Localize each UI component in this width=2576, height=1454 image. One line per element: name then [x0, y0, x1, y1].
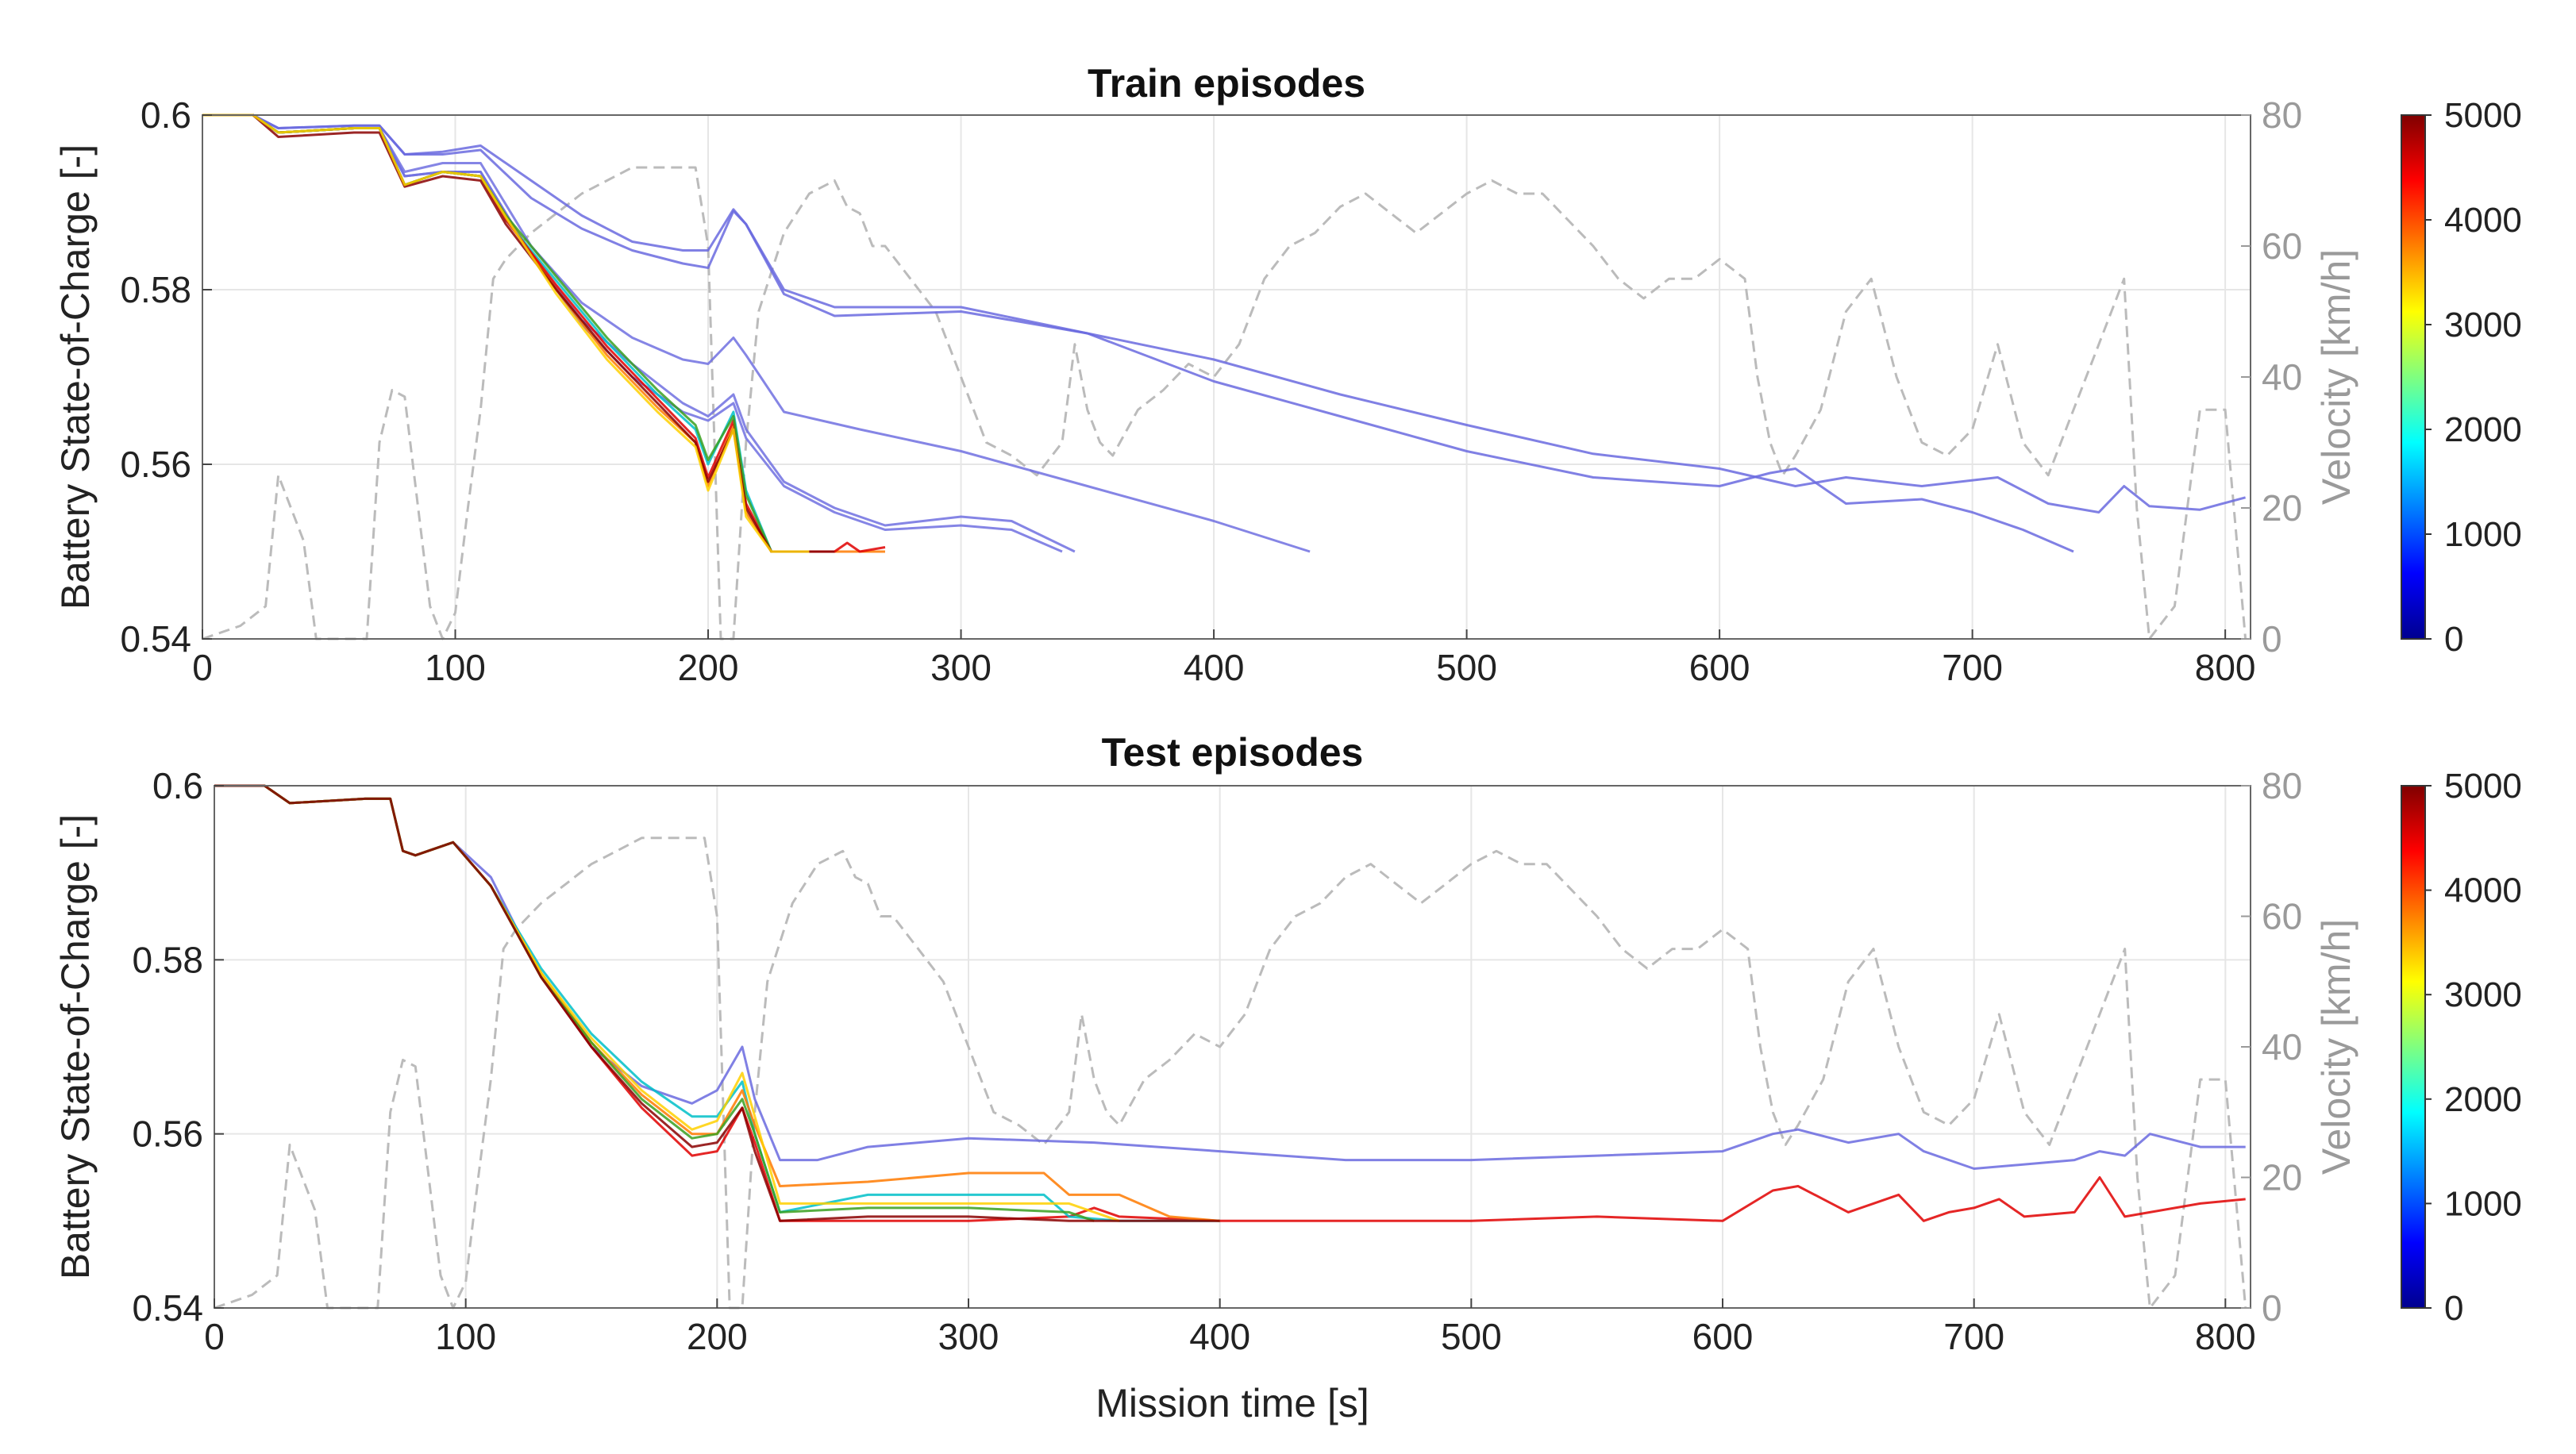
x-tick-label: 300 [930, 647, 992, 688]
y-right-axis-label: Velocity [km/h] [2314, 249, 2358, 505]
x-tick-label: 800 [2195, 1316, 2256, 1357]
plot-area [214, 786, 2251, 1308]
y-tick-label: 0.54 [120, 618, 191, 660]
colorbar: 0 1000 2000 3000 4000 5000 [2401, 96, 2522, 659]
y-tick-label: 0.54 [132, 1287, 203, 1329]
x-tick-label: 800 [2195, 647, 2256, 688]
colorbar-gradient [2401, 114, 2426, 640]
y-right-tick-label: 20 [2262, 1157, 2302, 1198]
x-tick-label: 300 [938, 1316, 999, 1357]
test-episodes-panel: 0 100 200 300 400 500 600 700 8000.540.560.580.6… [53, 730, 2522, 1425]
soc-line-soc-high-1 [202, 113, 2246, 514]
y-right-tick-label: 60 [2262, 225, 2302, 267]
colorbar-tick-label: 4000 [2444, 871, 2522, 910]
soc-line-soc-conv-6 [202, 113, 810, 553]
x-tick-label: 100 [425, 647, 486, 688]
y-right-axis-label: Velocity [km/h] [2314, 919, 2358, 1175]
y-tick-label: 0.56 [120, 444, 191, 485]
colorbar-gradient [2401, 785, 2426, 1309]
x-tick-label: 200 [687, 1316, 748, 1357]
colorbar-tick-label: 0 [2444, 1289, 2463, 1328]
x-tick-label: 200 [678, 647, 739, 688]
x-tick-label: 400 [1184, 647, 1245, 688]
x-tick-label: 0 [192, 647, 213, 688]
chart-title: Train episodes [1088, 61, 1365, 106]
x-tick-label: 0 [204, 1316, 225, 1357]
series-group [202, 113, 2247, 640]
soc-line-soc-test-6 [214, 784, 1220, 1222]
colorbar-tick-label: 3000 [2444, 975, 2522, 1014]
series-group [214, 784, 2247, 1310]
y-tick-label: 0.6 [141, 94, 191, 136]
y-right-tick-label: 40 [2262, 356, 2302, 398]
y-right-tick-label: 0 [2262, 1287, 2282, 1329]
x-axis-label: Mission time [s] [1095, 1381, 1369, 1425]
colorbar: 0 1000 2000 3000 4000 5000 [2401, 767, 2522, 1328]
colorbar-tick-label: 3000 [2444, 306, 2522, 344]
y-right-tick-label: 20 [2262, 487, 2302, 529]
y-tick-label: 0.58 [132, 939, 203, 980]
plot-area [202, 115, 2251, 639]
colorbar-tick-label: 1000 [2444, 1184, 2522, 1223]
x-tick-label: 500 [1436, 647, 1497, 688]
colorbar-tick-label: 2000 [2444, 410, 2522, 449]
soc-line-soc-high-2 [202, 113, 2074, 553]
y-right-tick-label: 60 [2262, 896, 2302, 937]
colorbar-tick-label: 5000 [2444, 767, 2522, 806]
y-tick-label: 0.56 [132, 1114, 203, 1155]
y-right-tick-label: 80 [2262, 765, 2302, 806]
colorbar-tick-label: 4000 [2444, 201, 2522, 240]
x-tick-label: 700 [1942, 647, 2003, 688]
x-tick-label: 500 [1441, 1316, 1502, 1357]
chart-title: Test episodes [1102, 730, 1364, 775]
colorbar-tick-label: 1000 [2444, 515, 2522, 554]
x-tick-label: 600 [1692, 1316, 1754, 1357]
y-axis-label: Battery State-of-Charge [-] [53, 144, 98, 610]
y-right-tick-label: 80 [2262, 94, 2302, 136]
x-tick-label: 100 [435, 1316, 496, 1357]
colorbar-tick-label: 5000 [2444, 96, 2522, 135]
y-right-tick-label: 0 [2262, 618, 2282, 660]
y-tick-label: 0.58 [120, 269, 191, 310]
velocity-line [202, 166, 2247, 640]
x-tick-label: 400 [1189, 1316, 1250, 1357]
y-axis-label: Battery State-of-Charge [-] [53, 814, 98, 1279]
y-tick-label: 0.6 [152, 765, 203, 806]
x-tick-label: 700 [1943, 1316, 2004, 1357]
y-right-tick-label: 40 [2262, 1026, 2302, 1067]
train-episodes-panel: 0 100 200 300 400 500 600 700 8000.540.560.580.6… [53, 61, 2522, 688]
velocity-line [214, 837, 2247, 1310]
colorbar-tick-label: 2000 [2444, 1080, 2522, 1119]
colorbar-tick-label: 0 [2444, 620, 2463, 659]
x-tick-label: 600 [1689, 647, 1750, 688]
